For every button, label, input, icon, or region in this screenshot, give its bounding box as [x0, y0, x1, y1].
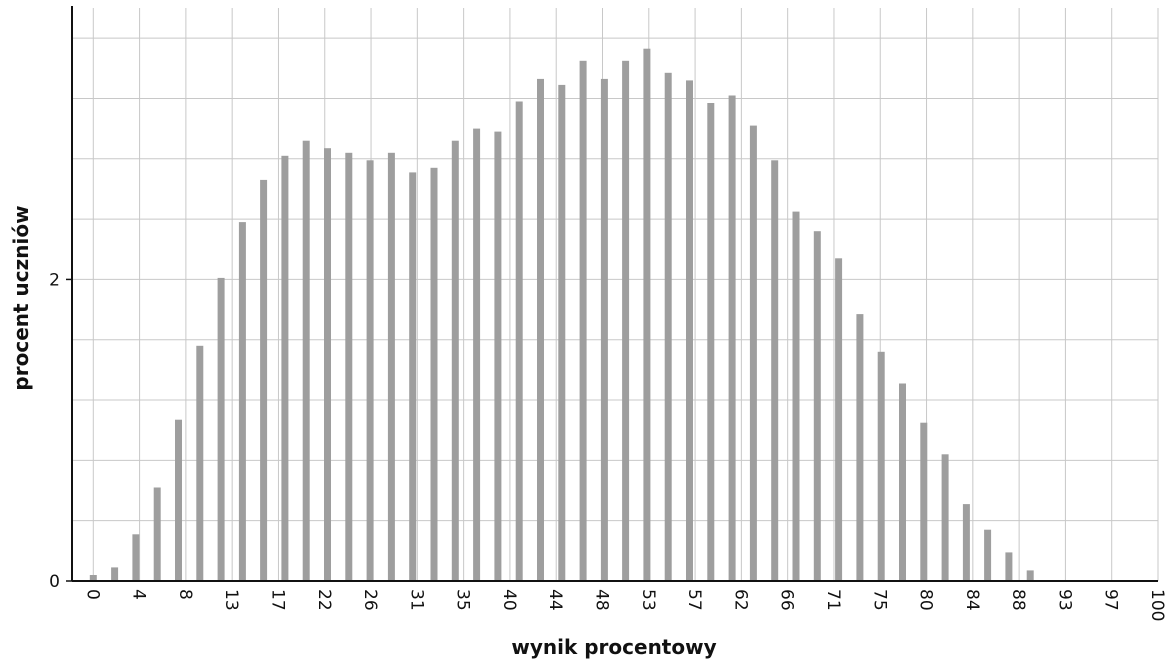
bar — [771, 160, 779, 582]
x-tick-label: 84 — [962, 589, 982, 611]
y-tick-label: 0 — [49, 572, 60, 592]
x-tick-labels: 0 4 8 13 17 22 26 31 35 40 44 48 53 57 62 66 71 75 80 84 88 9… — [82, 589, 1167, 621]
x-tick-label: 48 — [592, 589, 612, 611]
x-tick-label: 97 — [1101, 589, 1121, 611]
bar — [1026, 570, 1034, 581]
bar — [600, 78, 608, 582]
bar — [813, 231, 821, 581]
bar — [579, 60, 587, 582]
bar — [622, 60, 630, 582]
bar — [409, 172, 417, 581]
x-tick-label: 26 — [360, 589, 380, 611]
bar — [1005, 552, 1013, 581]
x-tick-label: 31 — [406, 589, 426, 611]
bar — [941, 454, 949, 581]
x-tick-label: 35 — [453, 589, 473, 611]
x-tick-label: 17 — [268, 589, 288, 611]
x-tick-label: 88 — [1008, 589, 1028, 611]
x-tick-label: 53 — [638, 589, 658, 611]
bar — [281, 155, 289, 582]
bar — [920, 422, 928, 581]
bar — [877, 351, 885, 581]
bar — [707, 103, 715, 581]
x-tick-label: 57 — [684, 589, 704, 611]
x-tick-label: 75 — [869, 589, 889, 611]
x-tick-label: 40 — [499, 589, 519, 611]
bar — [175, 419, 182, 581]
bar — [664, 72, 672, 582]
bar — [111, 567, 119, 581]
bar — [792, 211, 800, 581]
x-tick-label: 0 — [82, 589, 102, 600]
x-tick-label: 8 — [175, 589, 195, 600]
x-tick-label: 44 — [545, 589, 565, 611]
x-tick-label: 62 — [730, 589, 750, 611]
bar — [558, 84, 566, 582]
bar — [238, 222, 246, 581]
axes — [71, 6, 1158, 582]
bar — [387, 152, 395, 582]
bar — [643, 48, 651, 581]
bar — [324, 148, 331, 581]
x-tick-label: 13 — [221, 589, 241, 611]
bar — [537, 78, 544, 582]
bar — [196, 345, 204, 581]
bar — [856, 314, 864, 581]
x-tick-label: 66 — [777, 589, 797, 611]
bar — [345, 152, 353, 582]
bar — [515, 101, 523, 581]
bar — [132, 534, 140, 581]
bar — [302, 140, 310, 581]
y-tick-labels: 02 — [49, 270, 72, 592]
y-axis-title: procent uczniów — [9, 205, 33, 390]
bar — [153, 487, 161, 581]
bar — [473, 128, 481, 581]
grid — [72, 8, 1159, 581]
bar — [430, 167, 438, 582]
bar — [494, 131, 502, 581]
bar — [366, 160, 374, 582]
x-tick-label: 4 — [129, 589, 149, 600]
bar — [835, 258, 843, 581]
bar — [749, 125, 757, 581]
bar — [217, 277, 225, 581]
bar — [451, 140, 459, 581]
x-tick-label: 93 — [1054, 589, 1074, 611]
bar — [984, 529, 992, 581]
bar — [962, 504, 970, 581]
y-tick-label: 2 — [49, 270, 60, 290]
bar — [899, 383, 906, 581]
bar — [728, 95, 736, 581]
bar — [260, 179, 268, 581]
x-tick-label: 80 — [916, 589, 936, 611]
x-axis-title: wynik procentowy — [511, 635, 716, 659]
x-tick-label: 71 — [823, 589, 843, 611]
bar — [686, 80, 693, 582]
bars — [89, 48, 1034, 582]
x-tick-label: 100 — [1147, 589, 1167, 621]
bar — [89, 575, 97, 581]
x-tick-label: 22 — [314, 589, 334, 611]
